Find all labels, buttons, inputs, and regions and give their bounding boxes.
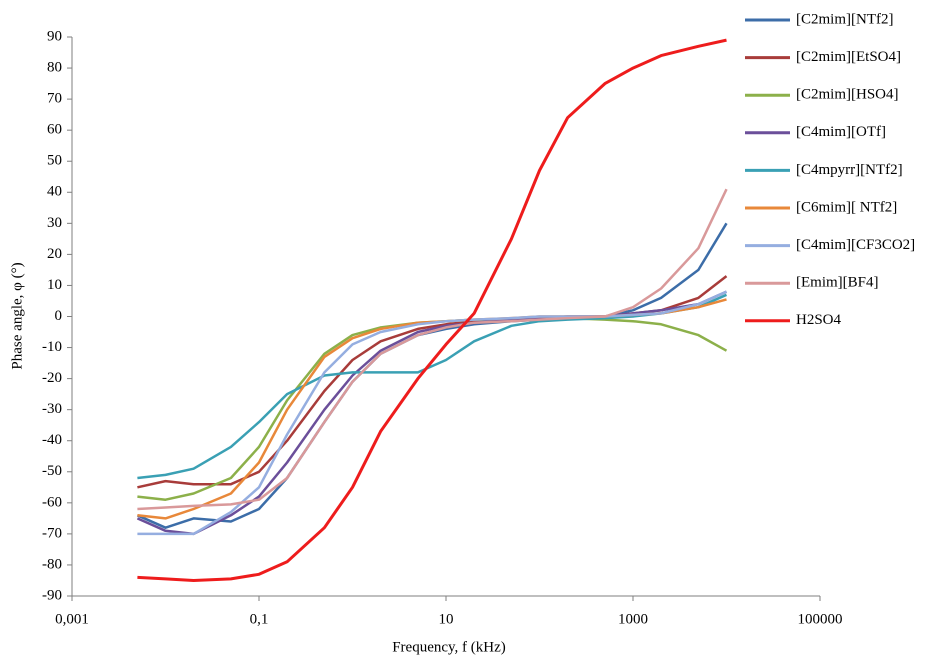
y-tick-label: 40 bbox=[47, 184, 62, 200]
series-line bbox=[137, 316, 728, 501]
y-tick-label: -20 bbox=[42, 370, 62, 386]
series-line bbox=[137, 38, 727, 582]
x-tick-label: 10 bbox=[439, 611, 454, 627]
y-tick-label: -90 bbox=[42, 587, 62, 603]
x-tick-label: 0,001 bbox=[55, 611, 89, 627]
legend-label: [C4mpyrr][NTf2] bbox=[796, 162, 903, 178]
series-line bbox=[137, 293, 728, 480]
legend-label: [C4mim][OTf] bbox=[796, 124, 886, 140]
series-line bbox=[137, 290, 728, 536]
legend-label: [C4mim][CF3CO2] bbox=[796, 237, 915, 253]
y-tick-label: 90 bbox=[47, 28, 62, 44]
legend-label: [C2mim][NTf2] bbox=[796, 11, 893, 27]
y-axis-label: Phase angle, φ (°) bbox=[9, 262, 25, 369]
series-line bbox=[136, 290, 728, 536]
x-tick-label: 0,1 bbox=[250, 611, 269, 627]
y-tick-label: -80 bbox=[42, 556, 62, 572]
y-tick-label: 0 bbox=[55, 308, 63, 324]
legend-label: [C2mim][EtSO4] bbox=[796, 49, 901, 65]
y-tick-label: 30 bbox=[47, 215, 62, 231]
series-line bbox=[137, 188, 728, 511]
y-tick-label: 50 bbox=[47, 153, 62, 169]
legend-label: [C6mim][ NTf2] bbox=[796, 199, 897, 215]
legend-label: [C2mim][HSO4] bbox=[796, 87, 899, 103]
legend-label: [Emim][BF4] bbox=[796, 275, 879, 291]
series-line bbox=[136, 222, 728, 529]
x-tick-label: 100000 bbox=[798, 611, 843, 627]
y-tick-label: 80 bbox=[47, 59, 62, 75]
y-tick-label: -10 bbox=[42, 339, 62, 355]
y-tick-label: 70 bbox=[47, 91, 62, 107]
x-tick-label: 1000 bbox=[618, 611, 648, 627]
x-axis-label: Frequency, f (kHz) bbox=[392, 639, 506, 655]
y-tick-label: -70 bbox=[42, 525, 62, 541]
y-tick-label: -30 bbox=[42, 401, 62, 417]
y-tick-label: 20 bbox=[47, 246, 62, 262]
y-tick-label: -60 bbox=[42, 494, 62, 510]
legend-label: H2SO4 bbox=[796, 312, 842, 328]
y-tick-label: 10 bbox=[47, 277, 62, 293]
y-tick-label: -50 bbox=[42, 463, 62, 479]
y-tick-label: -40 bbox=[42, 432, 62, 448]
y-tick-label: 60 bbox=[47, 122, 62, 138]
